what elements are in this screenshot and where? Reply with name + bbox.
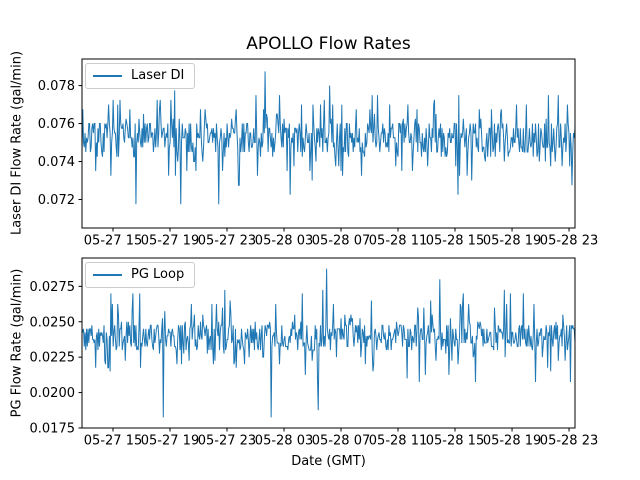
legend-line-sample-icon: [93, 75, 122, 77]
x-tick-label: 05-27 15: [84, 234, 142, 249]
y-tick-label: 0.072: [38, 193, 75, 208]
x-tick-label: 05-27 23: [198, 434, 256, 449]
x-tick-label: 05-28 03: [255, 234, 313, 249]
x-tick-label: 05-28 07: [312, 234, 370, 249]
pg-loop-data-line: [81, 268, 576, 418]
y-tick-label: 0.078: [38, 79, 75, 94]
x-tick-label: 05-27 19: [141, 434, 199, 449]
plot-border: [81, 58, 576, 229]
legend-label-pg-loop: PG Loop: [131, 267, 185, 282]
y-tick-label: 0.076: [38, 117, 75, 132]
y-tick-label: 0.0200: [30, 386, 76, 401]
chart-title: APOLLO Flow Rates: [246, 34, 411, 54]
y-tick-label: 0.0225: [30, 351, 76, 366]
plot-border: [81, 257, 576, 429]
x-tick-label: 05-27 23: [198, 234, 256, 249]
legend-laser-di: Laser DI: [85, 63, 196, 89]
legend-label-laser-di: Laser DI: [131, 68, 185, 83]
xlabel-date-gmt: Date (GMT): [291, 454, 366, 469]
x-tick-label: 05-28 19: [483, 434, 541, 449]
y-tick-label: 0.0175: [30, 422, 76, 437]
x-tick-label: 05-28 23: [540, 434, 598, 449]
legend-pg-loop: PG Loop: [85, 262, 196, 288]
legend-line-sample-icon: [93, 274, 122, 276]
x-tick-label: 05-28 23: [540, 234, 598, 249]
x-tick-label: 05-28 15: [426, 434, 484, 449]
laser-di-data-line: [81, 71, 576, 205]
x-tick-label: 05-27 19: [141, 234, 199, 249]
x-tick-label: 05-28 11: [369, 234, 427, 249]
y-tick-label: 0.074: [38, 155, 75, 170]
x-tick-label: 05-28 15: [426, 234, 484, 249]
x-tick-label: 05-28 07: [312, 434, 370, 449]
y-tick-label: 0.0275: [30, 280, 76, 295]
x-tick-label: 05-28 11: [369, 434, 427, 449]
x-tick-label: 05-27 15: [84, 434, 142, 449]
x-tick-label: 05-28 03: [255, 434, 313, 449]
x-tick-label: 05-28 19: [483, 234, 541, 249]
y-tick-label: 0.0250: [30, 315, 76, 330]
